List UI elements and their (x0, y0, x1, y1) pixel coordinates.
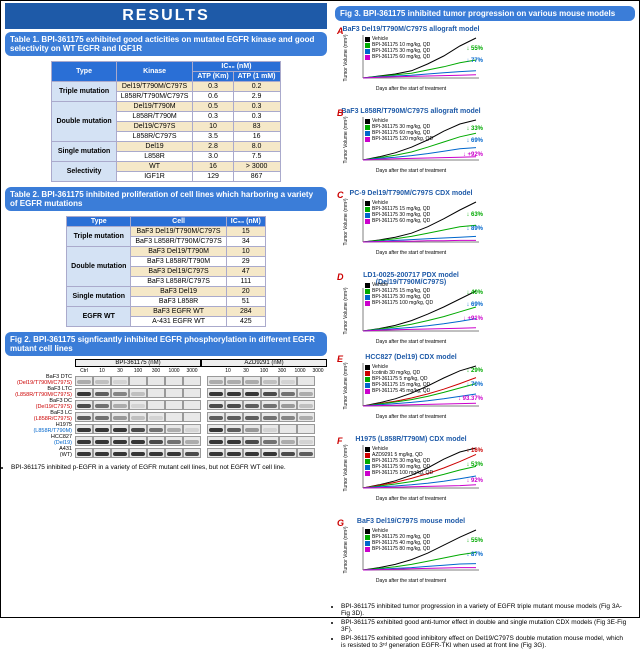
right-column: Fig 3. BPI-361175 inhibited tumor progre… (331, 1, 639, 617)
svg-text:Days after the start of treatm: Days after the start of treatment (376, 578, 447, 584)
fig3-title: Fig 3. BPI-361175 inhibited tumor progre… (335, 6, 635, 21)
results-header: RESULTS (5, 3, 327, 29)
fig2-note: BPI-361175 inhibited p-EGFR in a variety… (11, 462, 321, 473)
svg-text:Tumor Volume (mm³): Tumor Volume (mm³) (343, 287, 349, 334)
table2-title: Table 2. BPI-361175 inhibited proliferat… (5, 187, 327, 211)
svg-text:Days after the start of treatm: Days after the start of treatment (376, 496, 447, 502)
svg-text:Days after the start of treatm: Days after the start of treatment (376, 414, 447, 420)
svg-text:Tumor Volume (mm³): Tumor Volume (mm³) (343, 116, 349, 163)
svg-text:Tumor Volume (mm³): Tumor Volume (mm³) (343, 34, 349, 81)
svg-text:Days after the start of treatm: Days after the start of treatment (376, 168, 447, 174)
svg-text:Days after the start of treatm: Days after the start of treatment (376, 250, 447, 256)
table2: TypeCellIC₅₀ (nM) Triple mutationBaF3 De… (66, 216, 266, 327)
table1-title: Table 1. BPI-361175 exhibited good actic… (5, 32, 327, 56)
svg-text:Tumor Volume (mm³): Tumor Volume (mm³) (343, 526, 349, 573)
left-column: RESULTS Table 1. BPI-361175 exhibited go… (1, 1, 331, 617)
svg-text:Days after the start of treatm: Days after the start of treatment (376, 339, 447, 345)
fig3-bullets: BPI-361175 inhibited tumor progression i… (341, 601, 629, 651)
fig3-charts: ABaF3 Del19/T790M/C797S allograft modelD… (335, 24, 635, 598)
fig2-blots: BPI-361175 (nM)AZD9291 (nM)Ctrl103010030… (5, 359, 327, 459)
svg-text:Tumor Volume (mm³): Tumor Volume (mm³) (343, 198, 349, 245)
svg-text:Days after the start of treatm: Days after the start of treatment (376, 86, 447, 92)
fig2-title: Fig 2. BPI-361175 signficantly inhibited… (5, 332, 327, 356)
svg-text:Tumor Volume (mm³): Tumor Volume (mm³) (343, 362, 349, 409)
svg-text:Tumor Volume (mm³): Tumor Volume (mm³) (343, 444, 349, 491)
table1: TypeKinaseIC₅₀ (nM) ATP (Km)ATP (1 mM) T… (51, 61, 280, 182)
